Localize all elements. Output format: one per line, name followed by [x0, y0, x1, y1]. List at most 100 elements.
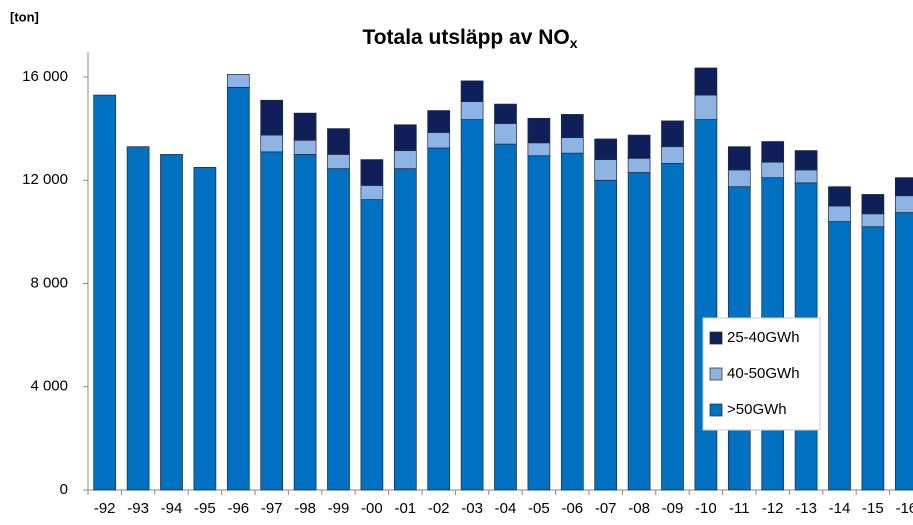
x-tick-label: -16	[895, 500, 913, 517]
bar-segment	[794, 169, 818, 184]
bar-segment	[761, 161, 785, 179]
legend-box	[702, 317, 821, 431]
x-tick-label: -13	[795, 500, 817, 517]
legend-label: 40-50GWh	[727, 365, 800, 382]
x-tick-label: -95	[194, 500, 216, 517]
bar-segment	[627, 172, 651, 491]
y-tick-label: 8 000	[30, 274, 68, 291]
x-tick-label: -97	[261, 500, 283, 517]
y-tick-label: 0	[60, 481, 68, 498]
bar-segment	[661, 120, 684, 148]
bar-segment	[360, 199, 384, 491]
bar-segment	[226, 74, 250, 88]
bar-segment	[494, 143, 517, 491]
x-tick-label: -02	[428, 500, 450, 517]
bar-segment	[894, 177, 913, 197]
bar-segment	[894, 195, 913, 213]
bar-segment	[560, 137, 584, 154]
legend-swatch	[709, 367, 723, 381]
x-tick-label: -07	[595, 500, 617, 517]
bar-segment	[327, 154, 350, 169]
bar-segment	[427, 110, 451, 133]
bar-segment	[794, 150, 818, 171]
legend-label: >50GWh	[727, 401, 787, 418]
x-tick-label: -92	[94, 500, 116, 517]
bar-segment	[560, 114, 584, 139]
bar-segment	[727, 146, 751, 171]
bar-segment	[93, 94, 117, 491]
y-tick-label: 12 000	[22, 171, 68, 188]
bar-segment	[460, 101, 484, 120]
legend-label: 25-40GWh	[727, 329, 800, 346]
bar-segment	[661, 146, 684, 164]
bar-segment	[861, 213, 885, 228]
bar-segment	[494, 123, 517, 145]
bar-segment	[828, 205, 851, 222]
bar-segment	[293, 112, 317, 141]
bar-segment	[260, 134, 284, 153]
legend-swatch	[709, 331, 723, 345]
bar-segment	[427, 132, 451, 149]
bar-segment	[126, 146, 150, 491]
bar-segment	[861, 194, 885, 215]
bar-segment	[594, 138, 618, 160]
bar-segment	[260, 99, 284, 136]
x-tick-label: -12	[762, 500, 784, 517]
bar-segment	[460, 80, 484, 102]
y-axis-label: [ton]	[10, 9, 39, 24]
bar-segment	[594, 159, 618, 181]
bar-segment	[327, 128, 350, 155]
x-tick-label: -04	[495, 500, 517, 517]
bar-segment	[527, 142, 551, 157]
bar-segment	[160, 154, 183, 491]
bar-segment	[694, 94, 718, 120]
bar-segment	[393, 168, 417, 491]
x-tick-label: -94	[161, 500, 183, 517]
bar-segment	[427, 147, 451, 491]
bar-segment	[460, 119, 484, 491]
bar-segment	[861, 226, 885, 491]
x-tick-label: -93	[127, 500, 149, 517]
bar-segment	[661, 163, 684, 491]
bar-segment	[694, 67, 718, 96]
y-tick-label: 4 000	[30, 378, 68, 395]
bar-segment	[694, 119, 718, 491]
x-tick-label: -99	[328, 500, 350, 517]
bar-segment	[627, 157, 651, 173]
x-tick-label: -14	[829, 500, 851, 517]
x-tick-label: -01	[394, 500, 416, 517]
bar-segment	[727, 169, 751, 188]
x-tick-label: -09	[662, 500, 684, 517]
legend-swatch	[709, 403, 723, 417]
x-tick-label: -98	[294, 500, 316, 517]
bar-segment	[894, 212, 913, 491]
bar-segment	[527, 155, 551, 491]
bar-segment	[828, 186, 851, 207]
bar-segment	[761, 141, 785, 163]
bar-segment	[494, 103, 517, 124]
bar-segment	[393, 124, 417, 151]
bar-segment	[293, 139, 317, 155]
bar-segment	[260, 151, 284, 491]
x-tick-label: -10	[695, 500, 717, 517]
x-tick-label: -11	[729, 500, 750, 517]
bar-segment	[193, 166, 217, 491]
x-tick-label: -96	[227, 500, 249, 517]
x-tick-label: -03	[461, 500, 483, 517]
bar-segment	[527, 117, 551, 144]
x-tick-label: -00	[361, 500, 383, 517]
bar-segment	[828, 221, 851, 491]
x-tick-label: -06	[561, 500, 583, 517]
x-tick-label: -05	[528, 500, 550, 517]
bar-segment	[226, 86, 250, 491]
bar-segment	[627, 134, 651, 159]
chart-title: Totala utsläpp av NOx	[362, 26, 577, 51]
y-tick-label: 16 000	[22, 68, 68, 85]
title-subscript: x	[570, 35, 578, 51]
bar-segment	[327, 168, 350, 491]
bar-segment	[293, 154, 317, 491]
bar-segment	[594, 179, 618, 491]
title-main: Totala utsläpp av NO	[362, 26, 569, 49]
bar-segment	[360, 185, 384, 200]
